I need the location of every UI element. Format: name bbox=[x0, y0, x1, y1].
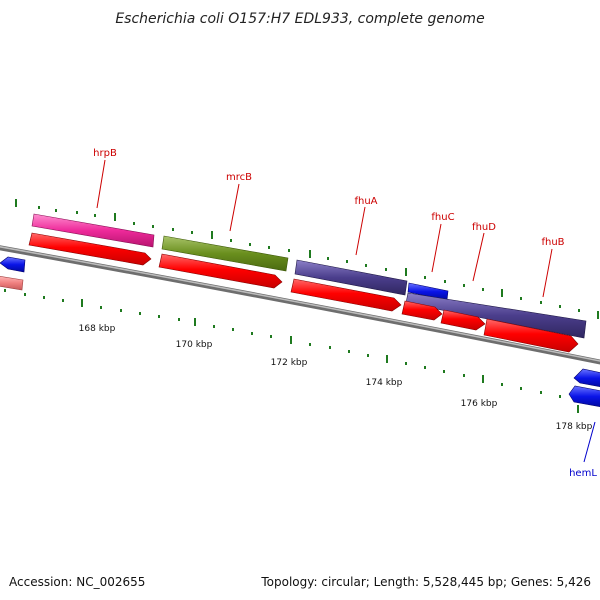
cds-arrow-1[interactable] bbox=[28, 232, 152, 266]
gene-label-fhuC: fhuC bbox=[431, 212, 454, 223]
blue-feature-left-edge[interactable] bbox=[0, 256, 26, 273]
gene-label-hrpB: hrpB bbox=[93, 148, 117, 159]
lower-tick-row bbox=[4, 289, 579, 413]
gene-track-outer bbox=[31, 213, 587, 339]
tick-label-174kbp: 174 kbp bbox=[366, 378, 403, 388]
gene-mrcB-box[interactable] bbox=[161, 235, 289, 272]
cds-arrow-5[interactable] bbox=[440, 309, 486, 331]
accession-text: Accession: NC_002655 bbox=[9, 575, 145, 589]
tick-label-178kbp: 178 kbp bbox=[556, 422, 593, 432]
gene-hemL-arrow[interactable] bbox=[568, 385, 600, 407]
gene-label-hemL: hemL bbox=[569, 468, 597, 479]
cds-arrow-2[interactable] bbox=[158, 253, 283, 289]
gene-hrpB-box[interactable] bbox=[31, 213, 155, 248]
tick-label-170kbp: 170 kbp bbox=[176, 340, 213, 350]
tick-label-168kbp: 168 kbp bbox=[79, 324, 116, 334]
gene-fhuA-box[interactable] bbox=[294, 259, 408, 296]
genome-backbone bbox=[0, 245, 600, 365]
map-title: Escherichia coli O157:H7 EDL933, complet… bbox=[115, 11, 484, 27]
cds-arrow-4[interactable] bbox=[401, 300, 443, 321]
tick-label-176kbp: 176 kbp bbox=[461, 399, 498, 409]
cds-arrow-6[interactable] bbox=[483, 318, 579, 353]
gene-fhuD-fhuB-box[interactable] bbox=[405, 292, 587, 339]
cds-track bbox=[28, 232, 579, 353]
gene-label-fhuB: fhuB bbox=[541, 237, 564, 248]
salmon-feature-left-edge[interactable] bbox=[0, 276, 24, 291]
upper-tick-row bbox=[15, 199, 599, 319]
gene-label-mrcB: mrcB bbox=[226, 172, 252, 183]
tick-label-172kbp: 172 kbp bbox=[271, 358, 308, 368]
cds-arrow-3[interactable] bbox=[290, 278, 402, 312]
gene-label-fhuD: fhuD bbox=[472, 222, 496, 233]
label-leaders bbox=[96, 159, 596, 463]
blue-feature-right-edge-upper[interactable] bbox=[573, 368, 600, 387]
gene-label-fhuA: fhuA bbox=[354, 196, 377, 207]
genome-summary-text: Topology: circular; Length: 5,528,445 bp… bbox=[260, 575, 591, 589]
